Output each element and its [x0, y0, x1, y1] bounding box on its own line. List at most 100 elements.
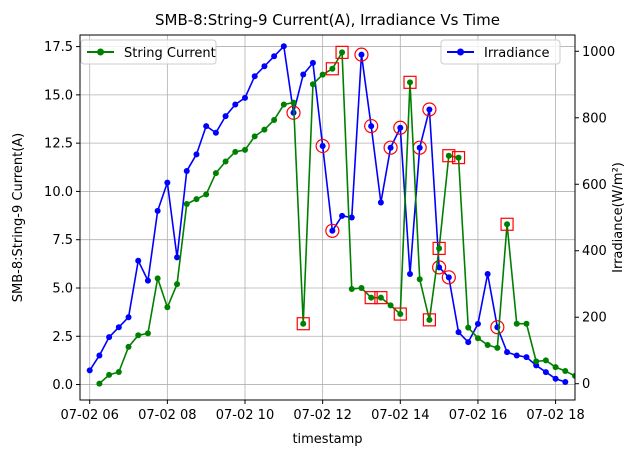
current-point [387, 302, 394, 309]
legend-irradiance-marker [457, 48, 464, 56]
irradiance-point [465, 339, 472, 346]
current-point [106, 371, 113, 378]
irradiance-point [300, 71, 307, 78]
current-anomaly-marker [325, 62, 339, 76]
irradiance-point [484, 271, 491, 278]
current-point [222, 158, 229, 165]
irradiance-point [174, 254, 181, 261]
current-point [504, 221, 511, 228]
current-point [377, 294, 384, 301]
current-point [494, 344, 501, 351]
current-point [174, 281, 181, 288]
irradiance-point [523, 354, 530, 361]
current-point [300, 320, 307, 327]
irradiance-point [242, 94, 248, 101]
current-point [261, 126, 268, 133]
y-right-tick-label: 200 [582, 311, 607, 326]
irradiance-point [125, 314, 132, 321]
irradiance-point [271, 53, 278, 60]
irradiance-anomaly-marker [354, 47, 369, 62]
current-point [533, 358, 540, 365]
current-point [368, 294, 375, 301]
axis-ticks: 07-02 06 07-02 08 07-02 10 07-02 12 07-02 14… [44, 40, 615, 423]
irradiance-anomaly-marker [315, 138, 330, 154]
irradiance-point [552, 375, 559, 382]
legend-right-box [440, 39, 561, 65]
legend-current-marker [97, 48, 104, 56]
irradiance-point [416, 144, 423, 151]
irradiance-point [319, 143, 326, 150]
irradiance-anomaly-marker [325, 223, 340, 238]
current-point [135, 332, 142, 339]
current-point [309, 81, 316, 88]
irradiance-point [339, 212, 346, 219]
current-point [203, 191, 210, 198]
x-tick-label: 07-02 06 [60, 408, 118, 423]
current-point [280, 101, 287, 108]
plot-frame [79, 34, 576, 401]
y-left-tick-label: 5.0 [52, 281, 73, 296]
legend-current-label: String Current [124, 46, 216, 61]
irradiance-point [115, 324, 122, 331]
current-anomaly-marker [335, 45, 349, 59]
current-point [407, 79, 413, 86]
irradiance-anomaly-marker [441, 270, 456, 285]
irradiance-point [397, 124, 404, 131]
current-point [397, 311, 404, 318]
y-left-tick-label: 0.0 [52, 378, 73, 393]
irradiance-point [474, 320, 481, 327]
current-point [426, 316, 433, 323]
y-left-tick-label: 12.5 [44, 137, 73, 152]
irradiance-point [261, 63, 268, 70]
irradiance-point [407, 271, 413, 278]
irradiance-point [513, 352, 520, 359]
current-point [329, 65, 336, 72]
y-right-tick-label: 0 [582, 377, 590, 392]
current-point [290, 99, 297, 106]
irradiance-point [377, 199, 384, 206]
x-axis-label: timestamp [292, 432, 362, 447]
irradiance-point [426, 106, 433, 113]
current-anomaly-marker [296, 317, 310, 331]
y-right-tick-label: 800 [582, 111, 607, 126]
irradiance-anomaly-marker [432, 260, 447, 275]
chart-title: SMB-8:String-9 Current(A), Irradiance Vs… [155, 11, 500, 29]
current-point [183, 200, 190, 207]
current-point [164, 304, 171, 311]
current-anomaly-marker [451, 151, 466, 165]
irradiance-anomaly-marker [490, 320, 505, 335]
current-point [416, 276, 423, 283]
current-point [436, 245, 443, 252]
current-point [542, 357, 549, 364]
current-anomaly-marker [393, 307, 407, 321]
plot-series [86, 43, 575, 387]
x-tick-label: 07-02 16 [449, 408, 507, 423]
current-anomaly-marker [374, 291, 388, 305]
irradiance-point [542, 369, 549, 376]
current-point [251, 133, 258, 140]
current-point [474, 335, 481, 342]
irradiance-point [358, 51, 365, 58]
irradiance-point [562, 379, 569, 386]
current-anomaly-marker [403, 75, 417, 89]
current-point [154, 275, 161, 282]
current-point [513, 320, 520, 327]
current-point [484, 341, 491, 348]
irradiance-point [504, 349, 511, 356]
irradiance-point [183, 167, 190, 174]
irradiance-point [106, 334, 113, 341]
x-tick-label: 07-02 18 [526, 408, 584, 423]
current-anomaly-marker [422, 313, 437, 327]
irradiance-point [251, 73, 258, 80]
irradiance-point [154, 207, 161, 214]
irradiance-point [144, 277, 151, 284]
current-anomaly-marker [364, 291, 378, 305]
current-point [193, 196, 200, 203]
irradiance-point [436, 264, 443, 271]
legend-left: String Current [80, 39, 217, 65]
irradiance-point [203, 123, 210, 130]
y-right-tick-label: 1000 [582, 45, 615, 60]
